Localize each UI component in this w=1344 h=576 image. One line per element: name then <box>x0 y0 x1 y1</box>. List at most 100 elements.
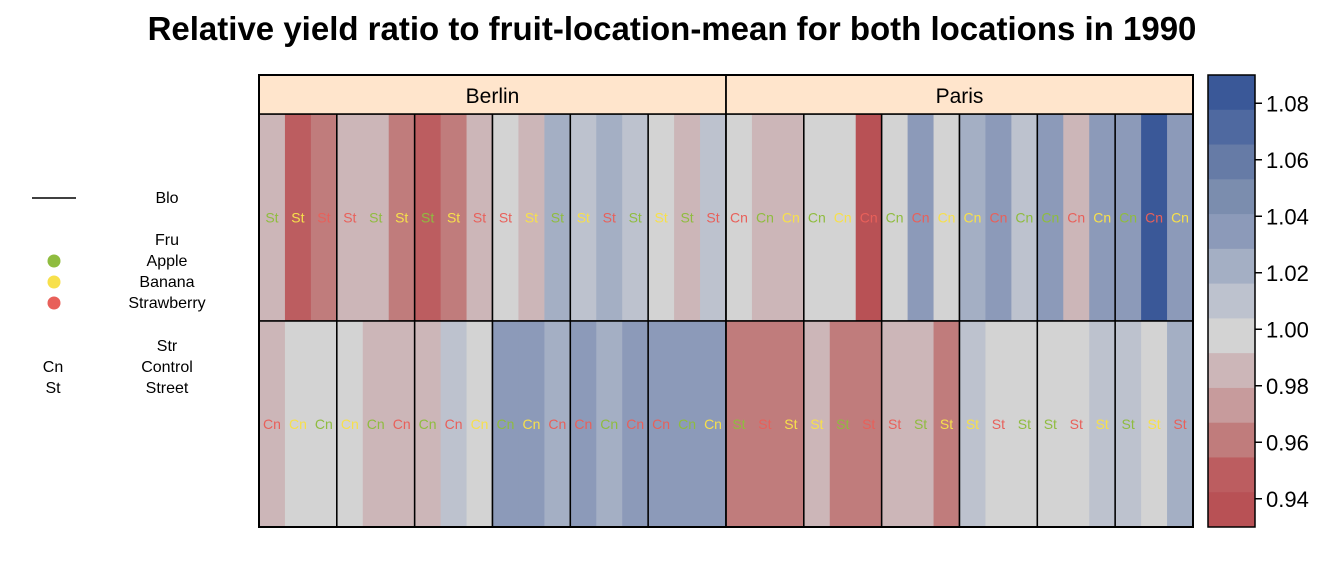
heatmap-cell <box>959 321 986 527</box>
heatmap-cell <box>855 321 883 527</box>
cell-label: Cn <box>912 210 930 226</box>
panel-strip <box>258 74 727 115</box>
cell-label: Cn <box>1119 210 1137 226</box>
heatmap-cell <box>829 114 857 321</box>
heatmap-cell <box>700 321 727 527</box>
colorbar-segment <box>1208 353 1255 389</box>
heatmap-cell <box>1167 321 1194 527</box>
legend-street-label: Street <box>146 380 189 397</box>
cell-label: St <box>836 416 849 432</box>
cell-label: Cn <box>652 416 670 432</box>
cell-label: Cn <box>756 210 774 226</box>
legend-fruit-dot <box>47 254 61 268</box>
cell-label: St <box>914 416 927 432</box>
cell-label: Cn <box>808 210 826 226</box>
heatmap-cell <box>829 321 857 527</box>
heatmap-cell <box>1141 114 1168 321</box>
cell-label: St <box>395 210 408 226</box>
cell-label: St <box>343 210 356 226</box>
cell-label: Cn <box>600 416 618 432</box>
cell-label: St <box>810 416 823 432</box>
heatmap-cell <box>855 114 883 321</box>
cell-label: Cn <box>315 416 333 432</box>
heatmap-cell <box>259 114 286 321</box>
heatmap-cell <box>466 114 493 321</box>
legend-block-title: Blo <box>155 190 178 207</box>
cell-label: Cn <box>860 210 878 226</box>
heatmap-cell <box>466 321 493 527</box>
cell-label: St <box>940 416 953 432</box>
legend-fruit-label: Apple <box>147 253 188 270</box>
heatmap-cell <box>284 114 312 321</box>
heatmap-cell <box>544 321 571 527</box>
heatmap-cell <box>751 114 779 321</box>
cell-label: Cn <box>782 210 800 226</box>
heatmap-cell <box>1063 114 1090 321</box>
heatmap-cell <box>1089 114 1116 321</box>
legend-street-label: Control <box>141 359 193 376</box>
cell-label: St <box>1096 416 1109 432</box>
cell-label: Cn <box>445 416 463 432</box>
heatmap-cell <box>648 114 675 321</box>
cell-label: Cn <box>886 210 904 226</box>
legend-street-title: Str <box>157 338 178 355</box>
heatmap-cell <box>1063 321 1090 527</box>
heatmap-cell <box>1115 114 1142 321</box>
heatmap-cell <box>674 114 701 321</box>
cell-label: St <box>525 210 538 226</box>
heatmap-cell <box>1037 114 1064 321</box>
colorbar-segment <box>1208 75 1255 111</box>
heatmap-cell <box>1011 114 1038 321</box>
colorbar-segment <box>1208 422 1255 458</box>
heatmap-cell <box>1167 114 1194 321</box>
colorbar-segment <box>1208 492 1255 528</box>
cell-label: Cn <box>393 416 411 432</box>
cell-label: St <box>992 416 1005 432</box>
panel-strip-label: Paris <box>936 85 984 108</box>
cell-label: St <box>1044 416 1057 432</box>
heatmap-cell <box>1089 321 1116 527</box>
cell-label: St <box>862 416 875 432</box>
cell-label: St <box>758 416 771 432</box>
cell-label: St <box>369 210 382 226</box>
heatmap-cell <box>985 321 1012 527</box>
heatmap-cell <box>777 321 805 527</box>
cell-label: Cn <box>938 210 956 226</box>
cell-label: Cn <box>964 210 982 226</box>
cell-label: St <box>1173 416 1186 432</box>
heatmap-cell <box>492 114 519 321</box>
heatmap-cell <box>336 114 364 321</box>
heatmap-cell <box>414 114 442 321</box>
heatmap-cell <box>726 114 753 321</box>
cell-label: St <box>551 210 564 226</box>
colorbar-tick-label: 1.04 <box>1266 204 1309 229</box>
legend-street-code: St <box>45 380 61 397</box>
legend-fruit-label: Strawberry <box>128 295 205 312</box>
legend-fruit-dot <box>47 296 61 310</box>
cell-label: St <box>447 210 460 226</box>
heatmap-cell <box>726 321 753 527</box>
cell-label: Cn <box>1067 210 1085 226</box>
heatmap-cell <box>518 114 545 321</box>
cell-label: St <box>291 210 304 226</box>
panel-strip-label: Berlin <box>466 85 520 108</box>
heatmap-cell <box>414 321 442 527</box>
heatmap-cell <box>881 114 909 321</box>
heatmap-cell <box>803 114 831 321</box>
heatmap-cell <box>596 321 623 527</box>
cell-label: St <box>732 416 745 432</box>
cell-label: Cn <box>678 416 696 432</box>
cell-label: Cn <box>626 416 644 432</box>
cell-label: St <box>421 210 434 226</box>
heatmap-cell <box>881 321 909 527</box>
heatmap-cell <box>700 114 727 321</box>
cell-label: St <box>603 210 616 226</box>
cell-label: St <box>655 210 668 226</box>
heatmap-cell <box>440 321 468 527</box>
cell-label: Cn <box>341 416 359 432</box>
legend-fruit-label: Banana <box>139 274 194 291</box>
cell-label: Cn <box>471 416 489 432</box>
cell-label: St <box>499 210 512 226</box>
